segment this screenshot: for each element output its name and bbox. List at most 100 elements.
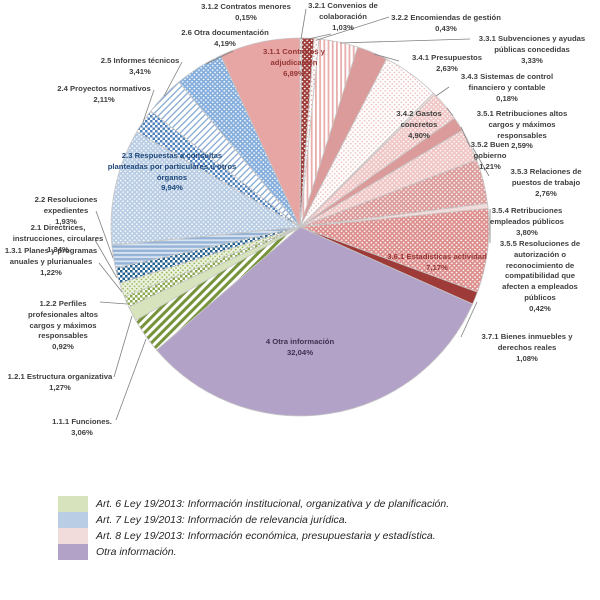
slice-label-percent: 1,03% <box>332 22 354 32</box>
slice-label-text: 3.7.1 Bienes inmuebles y derechos reales <box>481 332 573 352</box>
slice-label-3.7.1: 3.7.1 Bienes inmuebles y derechos reales… <box>472 332 582 364</box>
slice-label-percent: 1,21% <box>479 161 501 171</box>
slice-label-text: 3.5.1 Retribuciones altos cargos y máxim… <box>476 109 568 140</box>
legend-item-art7: Art. 7 Ley 19/2013: Información de relev… <box>58 512 449 528</box>
slice-label-3.2.2: 3.2.2 Encomiendas de gestión 0,43% <box>381 13 511 35</box>
slice-label-text: 3.5.5 Resoluciones de autorización o rec… <box>499 239 581 302</box>
slice-label-percent: 0,92% <box>52 342 74 352</box>
slice-label-text: 1.2.2 Perfiles profesionales altos cargo… <box>27 299 99 341</box>
slice-label-percent: 0,18% <box>496 93 518 103</box>
slice-label-text: 1.3.1 Planes y programas anuales y pluri… <box>4 246 98 266</box>
slice-label-percent: 3,33% <box>521 55 543 65</box>
slice-label-text: 2.6 Otra documentación <box>181 28 269 37</box>
pie-slice-3.1.1 <box>220 37 301 228</box>
slice-label-1.2.2: 1.2.2 Perfiles profesionales altos cargo… <box>21 299 106 353</box>
leader-line-3.4.3 <box>435 86 450 97</box>
slice-label-text: 3.3.1 Subvenciones y ayudas públicas con… <box>478 34 586 54</box>
pie-chart <box>94 8 491 421</box>
slice-label-percent: 1,93% <box>55 216 77 226</box>
slice-label-3.5.5: 3.5.5 Resoluciones de autorización o rec… <box>493 239 588 315</box>
slice-label-percent: 1,34% <box>47 244 69 254</box>
slice-label-percent: 1,22% <box>40 267 62 277</box>
leader-line-2.2 <box>95 210 114 259</box>
slice-label-text: 3.4.2 Gastos concretos <box>396 109 442 129</box>
legend-label-art6: Art. 6 Ley 19/2013: Información instituc… <box>96 498 450 510</box>
slice-label-percent: 7,17% <box>426 262 448 272</box>
slice-label-percent: 4,19% <box>214 38 236 48</box>
slice-label-1.3.1: 1.3.1 Planes y programas anuales y pluri… <box>0 246 104 278</box>
slice-label-text: 3.1.2 Contratos menores <box>201 2 291 11</box>
slice-label-1.1.1: 1.1.1 Funciones. 3,06% <box>40 417 125 439</box>
slice-label-2.1: 2.1 Directrices, instrucciones, circular… <box>6 223 111 255</box>
slice-label-2.2: 2.2 Resoluciones expedientes 1,93% <box>26 195 106 227</box>
slice-label-text: 4 Otra información <box>265 337 335 346</box>
slice-label-text: 3.1.1 Contratos y adjudicación <box>263 47 325 67</box>
slice-label-text: 3.2.2 Encomiendas de gestión <box>391 13 501 22</box>
slice-label-3.1.2: 3.1.2 Contratos menores 0,15% <box>191 2 301 24</box>
legend-swatch-art7 <box>58 512 88 528</box>
legend-item-otra: Otra información. <box>58 544 449 560</box>
slice-label-text: 3.5.2 Buen gobierno <box>470 140 510 160</box>
leader-line-3.2.2 <box>316 16 390 41</box>
slice-label-text: 3.5.3 Relaciones de puestos de trabajo <box>510 167 582 187</box>
leader-line-3.1.2 <box>300 8 307 40</box>
slice-label-percent: 3,06% <box>71 427 93 437</box>
slice-label-text: 2.4 Proyectos normativos <box>57 84 151 93</box>
slice-label-percent: 2,63% <box>436 63 458 73</box>
slice-label-text: 3.5.4 Retribuciones empleados públicos <box>490 206 564 226</box>
legend-swatch-art6 <box>58 496 88 512</box>
leader-line-3.7.1 <box>460 301 478 338</box>
leader-line-2.1 <box>94 239 118 279</box>
legend-swatch-art8 <box>58 528 88 544</box>
slice-label-2.6: 2.6 Otra documentación 4,19% <box>173 28 278 50</box>
leader-line-1.3.1 <box>98 262 123 293</box>
slice-label-percent: 0,42% <box>529 303 551 313</box>
slice-label-percent: 32,04% <box>286 347 314 357</box>
slice-label-2.5: 2.5 Informes técnicos 3,41% <box>93 56 188 78</box>
leader-line-1.1.1 <box>115 338 147 421</box>
slice-label-2.3: 2.3 Respuestas a consultas planteadas po… <box>107 151 237 194</box>
slice-label-3.6.1: 3.6.1 Estadísticas actividad 7,17% <box>370 252 505 274</box>
leader-line-3.4.1 <box>373 53 400 62</box>
leader-line-3.5.1 <box>446 107 454 117</box>
slice-label-2.4: 2.4 Proyectos normativos 2,11% <box>49 84 159 106</box>
slice-label-3.5.2: 3.5.2 Buen gobierno 1,21% <box>465 140 515 172</box>
slice-label-text: 3.6.1 Estadísticas actividad <box>387 252 487 261</box>
leader-line-3.5.2 <box>460 126 471 148</box>
legend-item-art6: Art. 6 Ley 19/2013: Información instituc… <box>58 496 449 512</box>
slice-label-percent: 3,41% <box>129 66 151 76</box>
slice-label-text: 3.4.3 Sistemas de control financiero y c… <box>460 72 554 92</box>
slice-label-text: 3.4.1 Presupuestos <box>411 53 483 62</box>
slice-label-percent: 2,11% <box>93 94 115 104</box>
slice-label-3.4.1: 3.4.1 Presupuestos 2,63% <box>400 53 495 75</box>
slice-label-text: 3.2.1 Convenios de colaboración <box>308 1 378 21</box>
slice-label-4: 4 Otra información 32,04% <box>238 337 363 359</box>
slice-label-text: 2.5 Informes técnicos <box>100 56 180 65</box>
slice-label-3.4.2: 3.4.2 Gastos concretos 4,90% <box>389 109 449 141</box>
slice-label-percent: 2,59% <box>511 141 533 151</box>
leader-line-3.5.3 <box>472 147 490 177</box>
pie-slice-2.3 <box>110 131 301 246</box>
legend-item-art8: Art. 8 Ley 19/2013: Información económic… <box>58 528 449 544</box>
slice-label-3.2.1: 3.2.1 Convenios de colaboración 1,03% <box>301 1 385 33</box>
slice-label-3.3.1: 3.3.1 Subvenciones y ayudas públicas con… <box>470 34 595 66</box>
slice-label-3.5.4: 3.5.4 Retribuciones empleados públicos 3,… <box>482 206 572 238</box>
leader-line-2.5 <box>163 61 183 97</box>
pie-slice-4 <box>156 226 473 417</box>
leader-line-2.4 <box>142 89 155 123</box>
slice-label-text: 2.1 Directrices, instrucciones, circular… <box>12 223 104 243</box>
slice-label-percent: 6,89% <box>283 68 305 78</box>
slice-label-percent: 9,94% <box>161 183 183 193</box>
slice-label-1.2.1: 1.2.1 Estructura organizativa 1,27% <box>0 372 121 394</box>
slice-label-3.5.1: 3.5.1 Retribuciones altos cargos y máxim… <box>465 109 580 152</box>
slice-label-percent: 2,76% <box>535 188 557 198</box>
leader-line-1.2.1 <box>113 315 133 378</box>
slice-label-text: 2.2 Resoluciones expedientes <box>34 195 98 215</box>
slice-label-3.5.3: 3.5.3 Relaciones de puestos de trabajo 2,… <box>501 167 591 199</box>
slice-label-3.4.3: 3.4.3 Sistemas de control financiero y c… <box>450 72 565 104</box>
legend-label-art8: Art. 8 Ley 19/2013: Información económic… <box>96 530 436 542</box>
slice-label-percent: 3,80% <box>516 227 538 237</box>
legend: Art. 6 Ley 19/2013: Información instituc… <box>58 496 449 560</box>
slice-label-percent: 0,43% <box>435 23 457 33</box>
